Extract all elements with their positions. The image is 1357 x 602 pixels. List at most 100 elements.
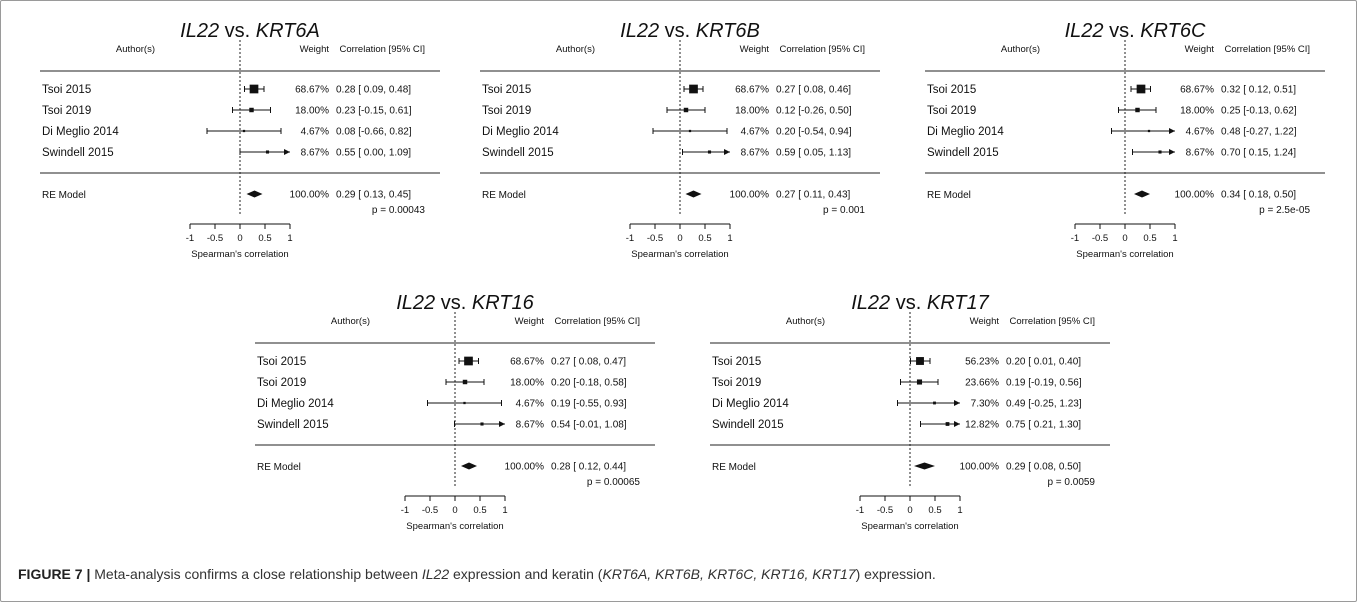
re-model-ci: 0.29 [ 0.08, 0.50] <box>1006 462 1081 473</box>
re-model-label: RE Model <box>927 190 971 201</box>
forest-svg: IL22 vs. KRT16 Author(s) Weight Correlation… <box>255 292 655 532</box>
x-tick-label: 0.5 <box>928 505 941 516</box>
forest-panel-krt17: IL22 vs. KRT17 Author(s) Weight Correlation… <box>700 282 1140 567</box>
study-ci: 0.23 [-0.15, 0.61] <box>336 106 412 117</box>
x-tick-label: 0.5 <box>698 233 711 244</box>
study-weight: 68.67% <box>295 85 329 96</box>
study-weight: 4.67% <box>741 127 769 138</box>
study-weight: 68.67% <box>1180 85 1214 96</box>
re-model-weight: 100.00% <box>505 462 545 473</box>
panel-title: IL22 vs. KRT6A <box>180 20 320 42</box>
title-gene-b: KRT16 <box>472 292 535 314</box>
study-estimate <box>1136 84 1146 94</box>
study-estimate <box>933 401 936 405</box>
x-tick-label: 0 <box>907 505 912 516</box>
study-estimate <box>916 379 923 385</box>
ci-arrow <box>1169 128 1175 134</box>
x-tick-label: -0.5 <box>207 233 223 244</box>
x-axis-label: Spearman's correlation <box>1076 249 1173 260</box>
study-ci: 0.25 [-0.13, 0.62] <box>1221 106 1297 117</box>
study-name: Swindell 2015 <box>257 419 329 431</box>
study-name: Tsoi 2019 <box>927 105 976 117</box>
re-model-weight: 100.00% <box>730 190 770 201</box>
study-name: Di Meglio 2014 <box>927 126 1004 138</box>
x-axis-label: Spearman's correlation <box>406 521 503 532</box>
study-ci: 0.49 [-0.25, 1.23] <box>1006 399 1082 410</box>
study-name: Tsoi 2019 <box>257 377 306 389</box>
study-weight: 18.00% <box>735 106 769 117</box>
forest-panel-krt6a: IL22 vs. KRT6A Author(s) Weight Correlation… <box>30 10 470 295</box>
panel-title: IL22 vs. KRT6C <box>1065 20 1206 42</box>
re-model-diamond <box>461 462 477 470</box>
re-model-label: RE Model <box>482 190 526 201</box>
study-estimate <box>683 107 689 113</box>
x-tick-label: 0 <box>1122 233 1127 244</box>
study-weight: 23.66% <box>965 378 999 389</box>
header-weight: Weight <box>1185 44 1215 55</box>
caption-part: ) expression. <box>855 566 936 582</box>
study-name: Di Meglio 2014 <box>257 398 334 410</box>
re-model-ci: 0.27 [ 0.11, 0.43] <box>776 190 851 201</box>
p-value: p = 0.0059 <box>1047 477 1095 488</box>
title-gene-b: KRT6B <box>696 20 760 42</box>
x-tick-label: 0 <box>237 233 242 244</box>
study-name: Tsoi 2015 <box>482 84 531 96</box>
title-gene-a: IL22 <box>620 20 659 42</box>
study-name: Swindell 2015 <box>927 147 999 159</box>
title-gene-a: IL22 <box>396 292 435 314</box>
study-weight: 4.67% <box>301 127 329 138</box>
ci-arrow <box>954 421 960 427</box>
study-weight: 68.67% <box>510 357 544 368</box>
re-model-weight: 100.00% <box>1175 190 1215 201</box>
study-estimate <box>1147 129 1151 133</box>
study-name: Tsoi 2019 <box>712 377 761 389</box>
title-vs: vs. <box>435 292 472 314</box>
forest-svg: IL22 vs. KRT6A Author(s) Weight Correlation… <box>40 20 440 260</box>
study-ci: 0.54 [-0.01, 1.08] <box>551 420 627 431</box>
panel-title: IL22 vs. KRT6B <box>620 20 760 42</box>
title-gene-b: KRT6C <box>1140 20 1206 42</box>
caption-part: Meta-analysis confirms a close relations… <box>90 566 422 582</box>
title-vs: vs. <box>890 292 927 314</box>
title-gene-b: KRT17 <box>927 292 990 314</box>
study-ci: 0.12 [-0.26, 0.50] <box>776 106 852 117</box>
study-ci: 0.70 [ 0.15, 1.24] <box>1221 148 1296 159</box>
header-weight: Weight <box>970 316 1000 327</box>
study-estimate <box>462 379 468 385</box>
study-estimate <box>689 84 698 94</box>
study-name: Tsoi 2019 <box>482 105 531 117</box>
x-tick-label: 1 <box>1172 233 1177 244</box>
study-weight: 18.00% <box>1180 106 1214 117</box>
title-vs: vs. <box>1104 20 1141 42</box>
re-model-label: RE Model <box>257 462 301 473</box>
x-tick-label: -0.5 <box>647 233 663 244</box>
study-name: Di Meglio 2014 <box>482 126 559 138</box>
title-vs: vs. <box>659 20 696 42</box>
x-tick-label: 0.5 <box>473 505 486 516</box>
study-ci: 0.20 [-0.54, 0.94] <box>776 127 852 138</box>
study-weight: 8.67% <box>741 148 769 159</box>
header-author: Author(s) <box>116 44 155 55</box>
x-axis-label: Spearman's correlation <box>861 521 958 532</box>
study-ci: 0.19 [-0.55, 0.93] <box>551 399 627 410</box>
title-vs: vs. <box>219 20 256 42</box>
study-name: Tsoi 2015 <box>257 356 306 368</box>
re-model-weight: 100.00% <box>960 462 1000 473</box>
study-estimate <box>463 401 466 405</box>
caption-part: KRT6A, KRT6B, KRT6C, KRT16, KRT17 <box>602 566 856 582</box>
study-estimate <box>249 107 254 113</box>
study-ci: 0.08 [-0.66, 0.82] <box>336 127 412 138</box>
ci-arrow <box>954 400 960 406</box>
title-gene-a: IL22 <box>180 20 219 42</box>
x-tick-label: 0 <box>677 233 682 244</box>
study-estimate <box>265 150 270 154</box>
header-weight: Weight <box>740 44 770 55</box>
re-model-weight: 100.00% <box>290 190 330 201</box>
ci-arrow <box>499 421 505 427</box>
x-tick-label: 0.5 <box>258 233 271 244</box>
study-ci: 0.27 [ 0.08, 0.46] <box>776 85 851 96</box>
panel-title: IL22 vs. KRT16 <box>396 292 534 314</box>
study-ci: 0.59 [ 0.05, 1.13] <box>776 148 851 159</box>
x-tick-label: -1 <box>626 233 634 244</box>
study-ci: 0.20 [-0.18, 0.58] <box>551 378 627 389</box>
